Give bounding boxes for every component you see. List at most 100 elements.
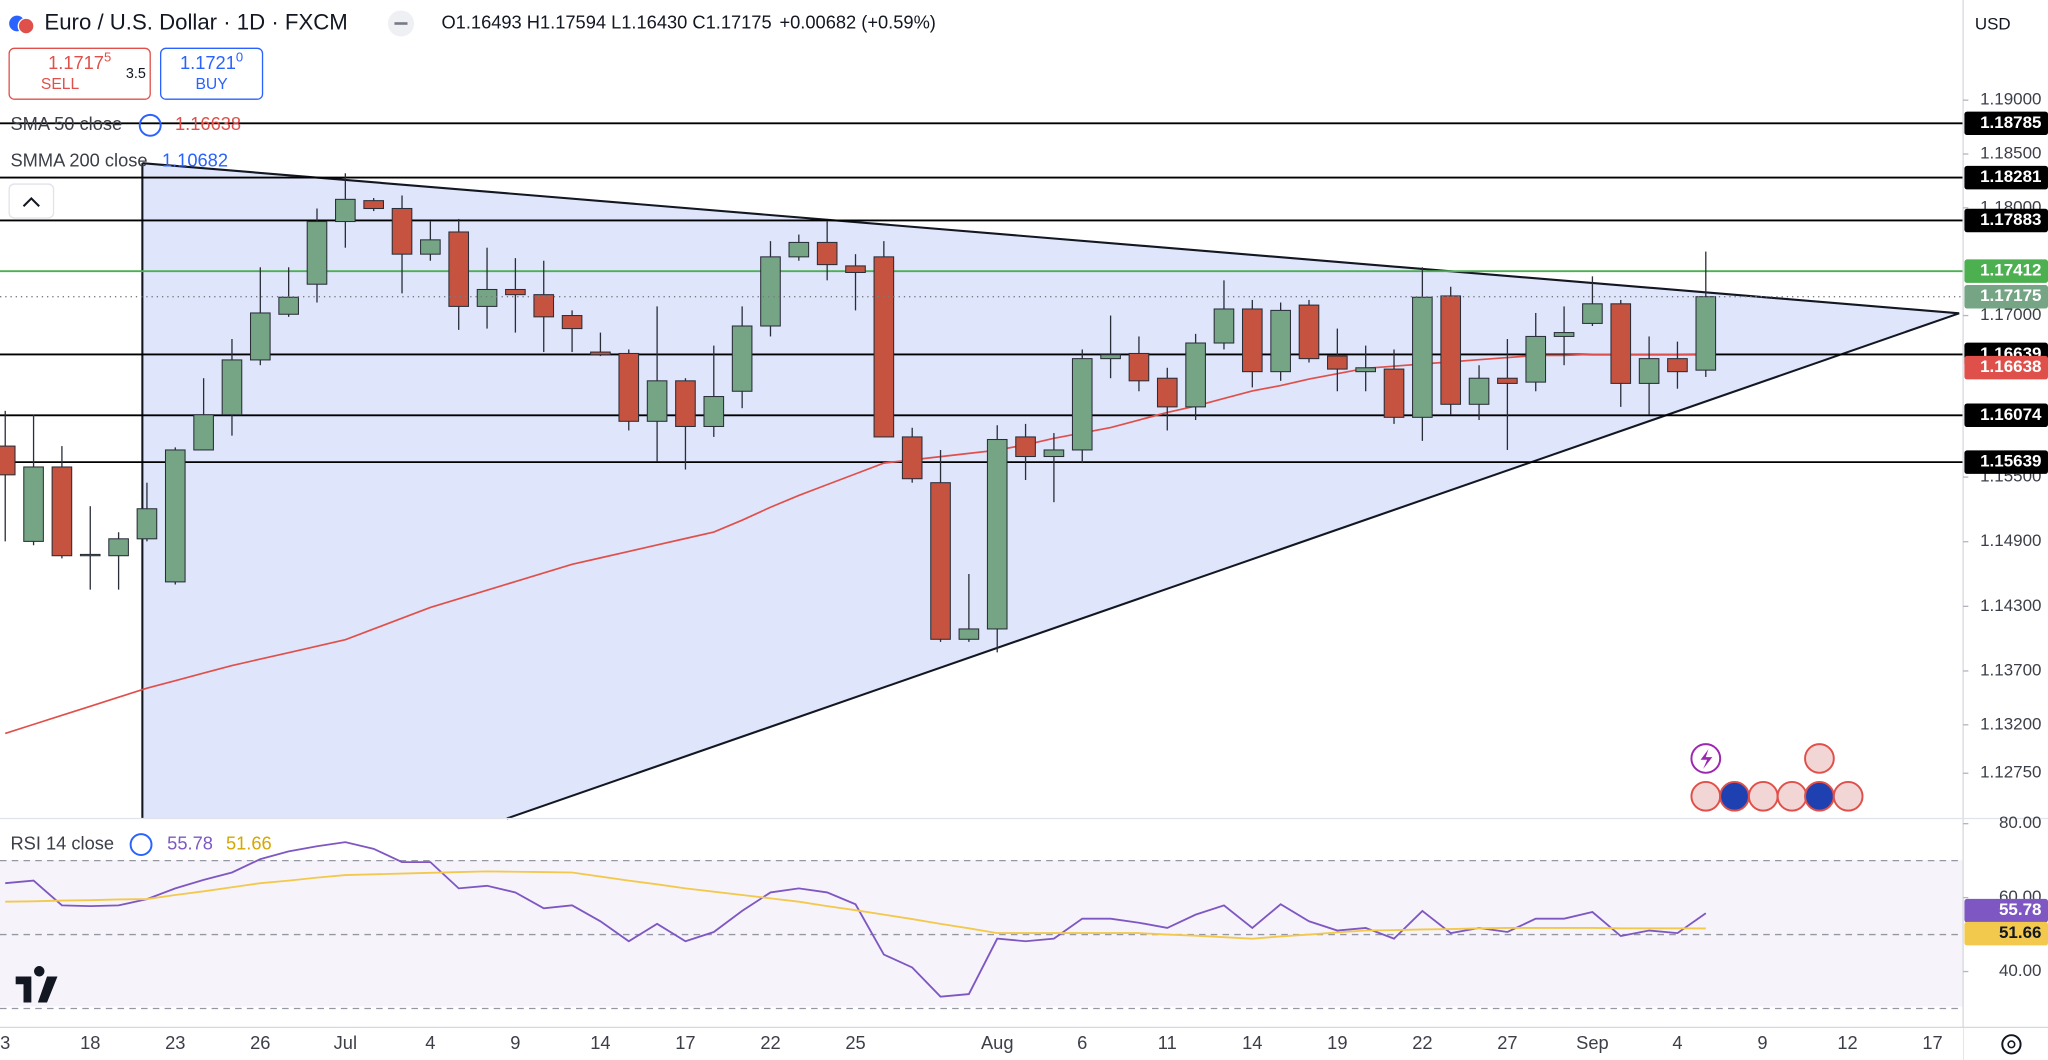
event-icon[interactable] [1719,780,1750,812]
level-tag-label: 1.15639 [1980,452,2041,471]
rsi-line [5,870,1706,940]
last-price-label: 1.17175 [1980,286,2041,305]
event-glyph [1700,749,1713,769]
candle-body [278,296,299,315]
rsi-ma-value: 51.66 [226,832,272,853]
candle-body [335,198,356,223]
candle-body [561,315,583,330]
candle-body [51,466,73,557]
sma-tag [1964,355,2048,380]
level-tag-label: 1.17412 [1980,261,2041,280]
level-tag-label: 1.18785 [1980,113,2041,132]
triangle-lower [506,312,1960,820]
candle-body [1610,303,1632,384]
candle-body [958,628,980,640]
event-icon[interactable] [1776,780,1808,812]
candle-body [1128,352,1150,382]
event-icon[interactable] [1690,780,1722,812]
candle-body [391,207,413,255]
rsi-name: RSI 14 close [10,832,114,853]
candle-body [306,221,328,285]
currency: USD [1975,14,2011,33]
refresh-icon[interactable] [129,833,153,857]
candle-body [1440,295,1462,405]
sell-label: SELL [41,76,80,93]
currency-box[interactable] [1965,7,2026,41]
candle-body [845,265,866,273]
x-tick-label: 3 [0,1032,10,1053]
level-tag-label: 1.16074 [1980,405,2042,424]
triangle-fill [142,163,1960,819]
sell-button[interactable] [8,47,151,100]
buy-price: 1.17210 [180,50,243,73]
candle-body [363,200,385,210]
candle-body [1241,308,1263,373]
level-tag-label: 1.18281 [1980,167,2041,186]
candle-body [533,294,555,318]
ohlc-legend: O1.16493 H1.17594 L1.16430 C1.17175 +0.00… [441,11,935,32]
ohlc-values: O1.16493 H1.17594 L1.16430 C1.17175 [441,11,771,32]
time-axis-bg [0,1027,1964,1060]
candle-body [760,256,781,327]
collapse-button[interactable] [8,183,55,219]
sell-price: 1.17175 [48,50,111,73]
candle-body [1015,436,1036,458]
candle-body [1156,377,1178,408]
price-tags: 1.187851.182811.178831.174121.166391.160… [1964,111,2048,946]
candle-body [249,312,271,361]
x-tick-label: 26 [250,1032,270,1053]
y-tick-label: 1.13200 [1980,714,2041,733]
sell-price-main: 1.1717 [48,52,104,73]
settings-icon[interactable] [2001,1034,2022,1055]
level-tag [1964,403,2048,428]
rsi-tag-label: 55.78 [1999,900,2041,919]
refresh-icon[interactable] [138,113,162,137]
sell-pip: 5 [104,50,111,65]
x-tick-label: 22 [760,1032,780,1053]
rsi-tick-label: 40.00 [1999,961,2041,980]
y-tick-label: 1.14300 [1980,596,2041,615]
rsi-tag [1964,898,2048,923]
candle-body [788,241,810,258]
event-icon[interactable] [1804,743,1835,774]
candle-body [986,438,1008,630]
candle-body [1355,367,1376,373]
candle-body [1553,332,1575,337]
logo[interactable] [15,966,58,1003]
candle-body [731,325,753,392]
x-tick-label: 14 [590,1032,610,1053]
candle-body [1468,377,1490,405]
rsi-tag [1964,921,2048,946]
buy-price-main: 1.1721 [180,52,236,73]
event-icon[interactable] [1804,780,1835,812]
candle-body [590,351,611,356]
level-tag-label: 1.17883 [1980,210,2041,229]
x-tick-label: 4 [425,1032,435,1053]
candle-body [646,380,668,422]
x-tick-label: 12 [1837,1032,1857,1053]
x-tick-label: Sep [1576,1032,1609,1053]
event-icon[interactable] [1832,780,1864,812]
level-tag [1964,208,2048,233]
event-icon[interactable] [1747,780,1779,812]
candle-body [1185,342,1206,408]
candle-body [193,414,214,451]
candle-body [164,449,186,583]
candle-body [1071,358,1093,451]
candle-body [930,482,951,640]
candle-body [505,288,526,296]
x-tick-label: Aug [981,1032,1014,1053]
indicator-name: SMMA 200 close [10,150,147,171]
candle-body [0,445,16,476]
candle-body [1327,355,1348,370]
rsi-tick-label: 80.00 [1999,813,2041,832]
level-tag [1964,165,2048,190]
symbol-icon [17,17,35,35]
candle-body [79,553,101,557]
buy-button[interactable] [160,47,264,100]
y-tick-label: 1.17000 [1980,305,2041,324]
last-price-tag [1964,284,2048,309]
candle-body [1383,368,1405,418]
